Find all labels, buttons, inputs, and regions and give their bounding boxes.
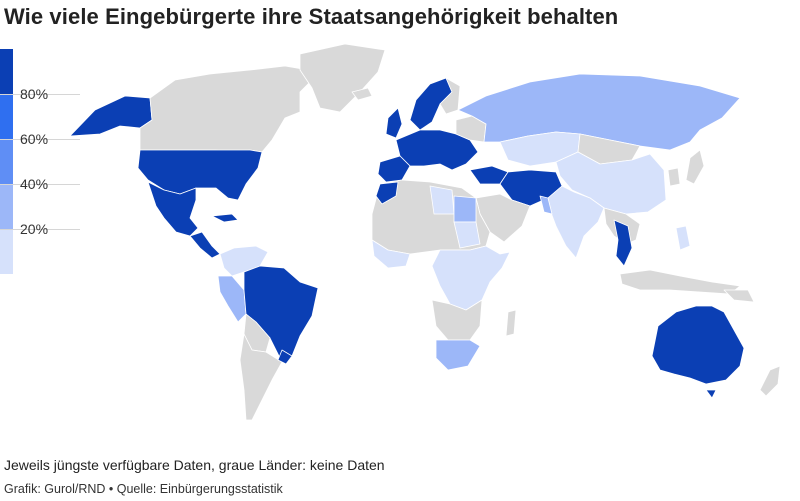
- country-indonesia[interactable]: [619, 269, 741, 295]
- legend-swatch-60: [0, 139, 13, 184]
- legend-swatch-100: [0, 49, 13, 94]
- country-finland[interactable]: [439, 77, 461, 115]
- legend-divider: [0, 229, 80, 230]
- legend-label-60: 60%: [20, 131, 49, 147]
- country-southern-africa[interactable]: [431, 299, 483, 341]
- country-morocco[interactable]: [375, 181, 399, 205]
- country-pakistan[interactable]: [539, 195, 553, 215]
- country-peru[interactable]: [217, 275, 247, 323]
- country-papua[interactable]: [723, 289, 755, 303]
- country-mexico[interactable]: [147, 181, 199, 237]
- country-india[interactable]: [547, 185, 605, 259]
- page-title: Wie viele Eingebürgerte ihre Staatsangeh…: [4, 4, 619, 29]
- legend-divider: [0, 139, 80, 140]
- color-legend: 80% 60% 40% 20%: [0, 49, 80, 274]
- country-central-america[interactable]: [189, 231, 221, 259]
- country-russia[interactable]: [457, 73, 741, 151]
- country-east-africa[interactable]: [431, 245, 511, 311]
- country-uk[interactable]: [385, 107, 403, 139]
- legend-label-80: 80%: [20, 86, 49, 102]
- country-caribbean[interactable]: [211, 213, 239, 223]
- country-china[interactable]: [555, 151, 667, 215]
- footnote: Jeweils jüngste verfügbare Daten, graue …: [4, 457, 385, 473]
- country-philippines[interactable]: [675, 225, 691, 251]
- source-credit: Grafik: Gurol/RND • Quelle: Einbürgerung…: [4, 482, 283, 496]
- country-west-africa[interactable]: [371, 239, 411, 269]
- country-usa[interactable]: [137, 149, 263, 201]
- country-canada[interactable]: [139, 65, 321, 153]
- country-japan[interactable]: [685, 149, 705, 185]
- legend-label-20: 20%: [20, 221, 49, 237]
- country-madagascar[interactable]: [505, 309, 517, 337]
- legend-divider: [0, 94, 80, 95]
- country-south-africa[interactable]: [435, 339, 481, 371]
- country-korea[interactable]: [667, 167, 681, 187]
- country-egypt[interactable]: [453, 195, 477, 223]
- legend-swatch-20: [0, 229, 13, 274]
- legend-swatch-40: [0, 184, 13, 229]
- legend-divider: [0, 184, 80, 185]
- legend-swatch-80: [0, 94, 13, 139]
- country-australia[interactable]: [651, 305, 745, 385]
- country-uruguay[interactable]: [277, 349, 293, 365]
- country-thailand[interactable]: [613, 219, 633, 267]
- world-map: [69, 43, 781, 421]
- country-iceland[interactable]: [351, 87, 373, 101]
- country-libya[interactable]: [429, 185, 455, 215]
- country-sudan[interactable]: [453, 221, 481, 249]
- country-new-zealand[interactable]: [759, 365, 781, 397]
- country-argentina-chile[interactable]: [239, 333, 283, 421]
- country-tasmania[interactable]: [705, 389, 717, 399]
- legend-label-40: 40%: [20, 176, 49, 192]
- country-greenland[interactable]: [299, 43, 386, 113]
